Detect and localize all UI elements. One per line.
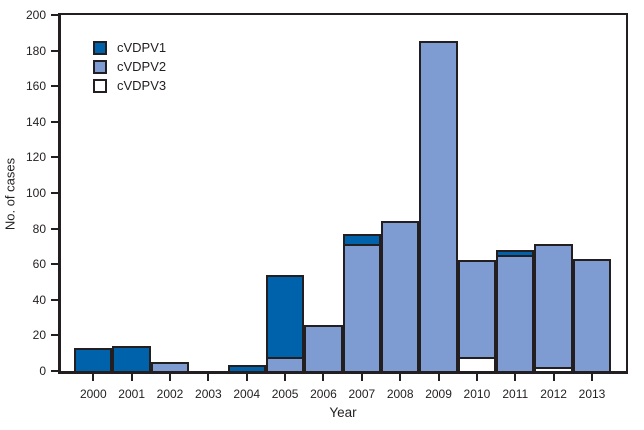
x-tick-2004 — [245, 374, 248, 381]
bar-segment-2012-cvdpv2 — [536, 246, 571, 370]
y-tick-label-120: 120 — [25, 150, 46, 165]
legend-swatch-cvdpv1-icon — [93, 41, 107, 55]
x-tick-label-2013: 2013 — [578, 387, 606, 401]
y-tick-140 — [51, 120, 58, 123]
bar-segment-2007-cvdpv2 — [344, 246, 380, 371]
y-tick-40 — [51, 298, 58, 301]
x-tick-label-2011: 2011 — [502, 387, 529, 401]
x-tick-label-2000: 2000 — [79, 387, 107, 401]
legend-swatch-cvdpv3-icon — [93, 79, 107, 93]
y-tick-label-180: 180 — [25, 43, 46, 58]
bar-segment-2011-cvdpv1 — [498, 251, 533, 258]
y-tick-label-60: 60 — [32, 257, 46, 272]
x-tick-label-2005: 2005 — [271, 387, 299, 401]
bar-segment-2005-cvdpv2 — [267, 358, 303, 371]
legend-label-cvdpv1: cVDPV1 — [117, 40, 167, 55]
x-tick-2010 — [475, 374, 478, 381]
bar-2006 — [304, 324, 343, 374]
bar-segment-2013-cvdpv2 — [574, 260, 610, 371]
x-tick-label-2008: 2008 — [386, 387, 414, 401]
bar-2001 — [112, 345, 151, 374]
bar-segment-2005-cvdpv1 — [267, 276, 303, 359]
bar-2000 — [74, 347, 113, 374]
x-tick-label-2004: 2004 — [233, 387, 261, 401]
plot-area — [58, 13, 628, 374]
bar-2010 — [457, 260, 497, 374]
bar-2002 — [150, 361, 190, 374]
bar-2004 — [227, 365, 266, 374]
y-tick-100 — [51, 192, 58, 194]
bar-2012 — [534, 244, 573, 374]
x-tick-2007 — [360, 374, 363, 381]
legend-row-cvdpv2: cVDPV2 — [93, 60, 166, 74]
x-tick-2001 — [130, 374, 133, 381]
y-tick-160 — [51, 85, 58, 88]
bar-2013 — [572, 258, 612, 374]
bar-segment-2011-cvdpv2 — [498, 257, 533, 371]
plot-inner — [61, 15, 626, 374]
x-tick-2003 — [207, 374, 210, 381]
bar-segment-2002-cvdpv2 — [152, 363, 188, 371]
x-tick-label-2003: 2003 — [195, 387, 222, 401]
y-tick-80 — [51, 227, 58, 230]
bar-2008 — [380, 221, 420, 374]
legend: cVDPV1 cVDPV2 cVDPV3 — [93, 41, 166, 93]
x-tick-label-2006: 2006 — [310, 387, 337, 401]
x-tick-2006 — [322, 374, 325, 381]
y-tick-label-100: 100 — [25, 186, 46, 200]
y-tick-label-40: 40 — [32, 292, 46, 307]
bar-2005 — [265, 274, 305, 374]
x-tick-label-2009: 2009 — [425, 387, 452, 401]
bar-segment-2000-cvdpv1 — [76, 349, 111, 371]
bar-segment-2010-cvdpv2 — [459, 262, 495, 359]
legend-label-cvdpv3: cVDPV3 — [117, 78, 167, 93]
x-tick-2008 — [399, 374, 402, 381]
x-tick-label-2012: 2012 — [540, 387, 567, 401]
bar-2011 — [496, 249, 535, 374]
x-tick-2002 — [169, 374, 172, 381]
x-tick-label-2010: 2010 — [463, 387, 491, 401]
x-tick-2013 — [591, 374, 593, 381]
bar-segment-2004-cvdpv1 — [229, 367, 264, 371]
x-tick-2012 — [552, 374, 555, 381]
bar-segment-2009-cvdpv2 — [421, 43, 456, 371]
y-tick-120 — [51, 156, 58, 159]
y-tick-label-80: 80 — [32, 221, 46, 236]
y-tick-label-160: 160 — [25, 79, 46, 94]
legend-label-cvdpv2: cVDPV2 — [117, 59, 167, 74]
bar-segment-2007-cvdpv1 — [344, 235, 380, 247]
y-tick-label-140: 140 — [25, 114, 46, 129]
y-tick-label-200: 200 — [25, 8, 46, 22]
x-tick-2005 — [284, 374, 287, 381]
bar-2007 — [342, 233, 382, 374]
bar-segment-2008-cvdpv2 — [382, 223, 418, 371]
x-tick-label-2002: 2002 — [156, 387, 184, 401]
x-tick-2000 — [92, 374, 95, 381]
x-tick-label-2001: 2001 — [118, 387, 145, 401]
bar-2009 — [419, 41, 458, 374]
legend-row-cvdpv3: cVDPV3 — [93, 79, 166, 93]
y-tick-60 — [51, 263, 58, 266]
x-tick-2009 — [437, 374, 440, 381]
legend-row-cvdpv1: cVDPV1 — [93, 41, 166, 55]
legend-swatch-cvdpv2-icon — [93, 60, 107, 74]
y-tick-20 — [51, 334, 58, 337]
y-tick-label-20: 20 — [32, 328, 46, 343]
x-tick-2011 — [514, 374, 517, 381]
bar-segment-2012-cvdpv3 — [536, 369, 571, 371]
y-tick-180 — [51, 49, 58, 52]
x-axis-title: Year — [329, 405, 357, 420]
x-tick-label-2007: 2007 — [348, 387, 376, 401]
y-tick-label-0: 0 — [39, 364, 46, 378]
y-tick-200 — [51, 14, 58, 16]
y-tick-0 — [51, 370, 58, 372]
bar-segment-2006-cvdpv2 — [306, 326, 341, 371]
bar-segment-2001-cvdpv1 — [114, 347, 149, 371]
bar-segment-2010-cvdpv3 — [459, 358, 495, 371]
